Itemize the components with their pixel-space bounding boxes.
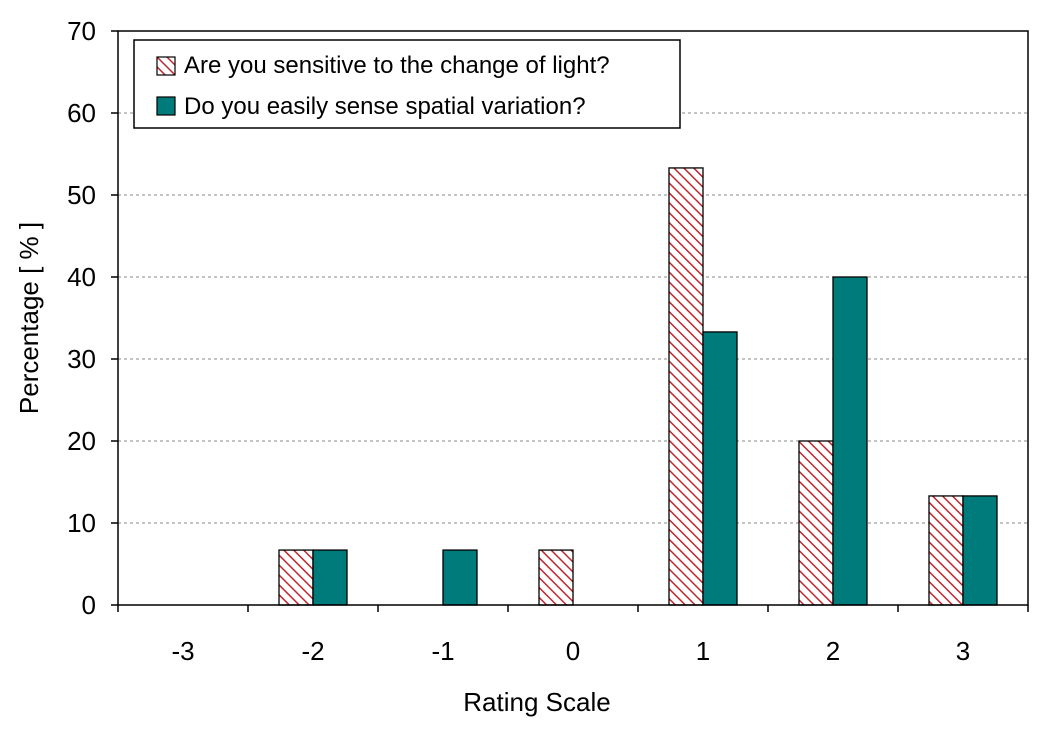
gridlines — [118, 112, 1028, 524]
x-tick-label: 1 — [696, 636, 710, 666]
x-tick-label: -3 — [171, 636, 194, 666]
x-tick-labels: -3 -2 -1 0 1 2 3 — [171, 636, 970, 666]
legend-swatch-light — [156, 56, 176, 76]
x-tick-label: 3 — [956, 636, 970, 666]
y-tick-label: 10 — [67, 508, 96, 538]
y-tick-labels: 0 10 20 30 40 50 60 70 — [67, 16, 96, 620]
bar-spatial-variation — [962, 495, 998, 606]
plot-frame — [117, 30, 1029, 606]
x-tick-label: 2 — [826, 636, 840, 666]
legend: Are you sensitive to the change of light… — [133, 39, 681, 129]
bar-light-sensitivity — [798, 440, 834, 606]
y-tick-label: 20 — [67, 426, 96, 456]
bar-spatial-variation — [312, 549, 348, 606]
y-tick-label: 60 — [67, 98, 96, 128]
y-tick-label: 50 — [67, 180, 96, 210]
y-tick-label: 30 — [67, 344, 96, 374]
bar-light-sensitivity — [278, 549, 314, 606]
bar-light-sensitivity — [538, 549, 574, 606]
bar-spatial-variation — [832, 276, 868, 606]
x-axis-label: Rating Scale — [463, 687, 610, 717]
bars — [278, 167, 998, 606]
bar-light-sensitivity — [668, 167, 704, 606]
legend-label-spatial: Do you easily sense spatial variation? — [184, 93, 586, 120]
bar-spatial-variation — [702, 331, 738, 606]
y-tick-label: 70 — [67, 16, 96, 46]
x-tick-label: -1 — [431, 636, 454, 666]
legend-label-light: Are you sensitive to the change of light… — [184, 52, 610, 79]
y-axis-label: Percentage [ % ] — [14, 222, 44, 414]
x-tick-label: 0 — [566, 636, 580, 666]
bar-spatial-variation — [442, 549, 478, 606]
axis-ticks — [111, 30, 1029, 612]
bar-light-sensitivity — [928, 495, 964, 606]
legend-box — [133, 39, 681, 129]
legend-swatch-spatial — [156, 96, 176, 116]
x-tick-label: -2 — [301, 636, 324, 666]
y-tick-label: 40 — [67, 262, 96, 292]
y-tick-label: 0 — [82, 590, 96, 620]
